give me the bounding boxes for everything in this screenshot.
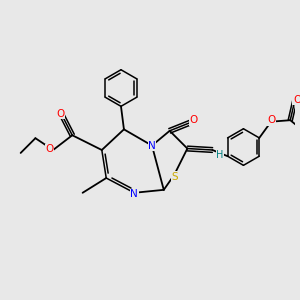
Text: O: O xyxy=(45,144,54,154)
Text: H: H xyxy=(216,150,224,160)
Text: O: O xyxy=(293,94,300,104)
Text: O: O xyxy=(189,116,197,125)
Text: N: N xyxy=(148,141,156,151)
Text: S: S xyxy=(172,172,178,182)
Text: O: O xyxy=(267,115,275,125)
Text: N: N xyxy=(130,189,138,199)
Text: O: O xyxy=(56,109,64,119)
